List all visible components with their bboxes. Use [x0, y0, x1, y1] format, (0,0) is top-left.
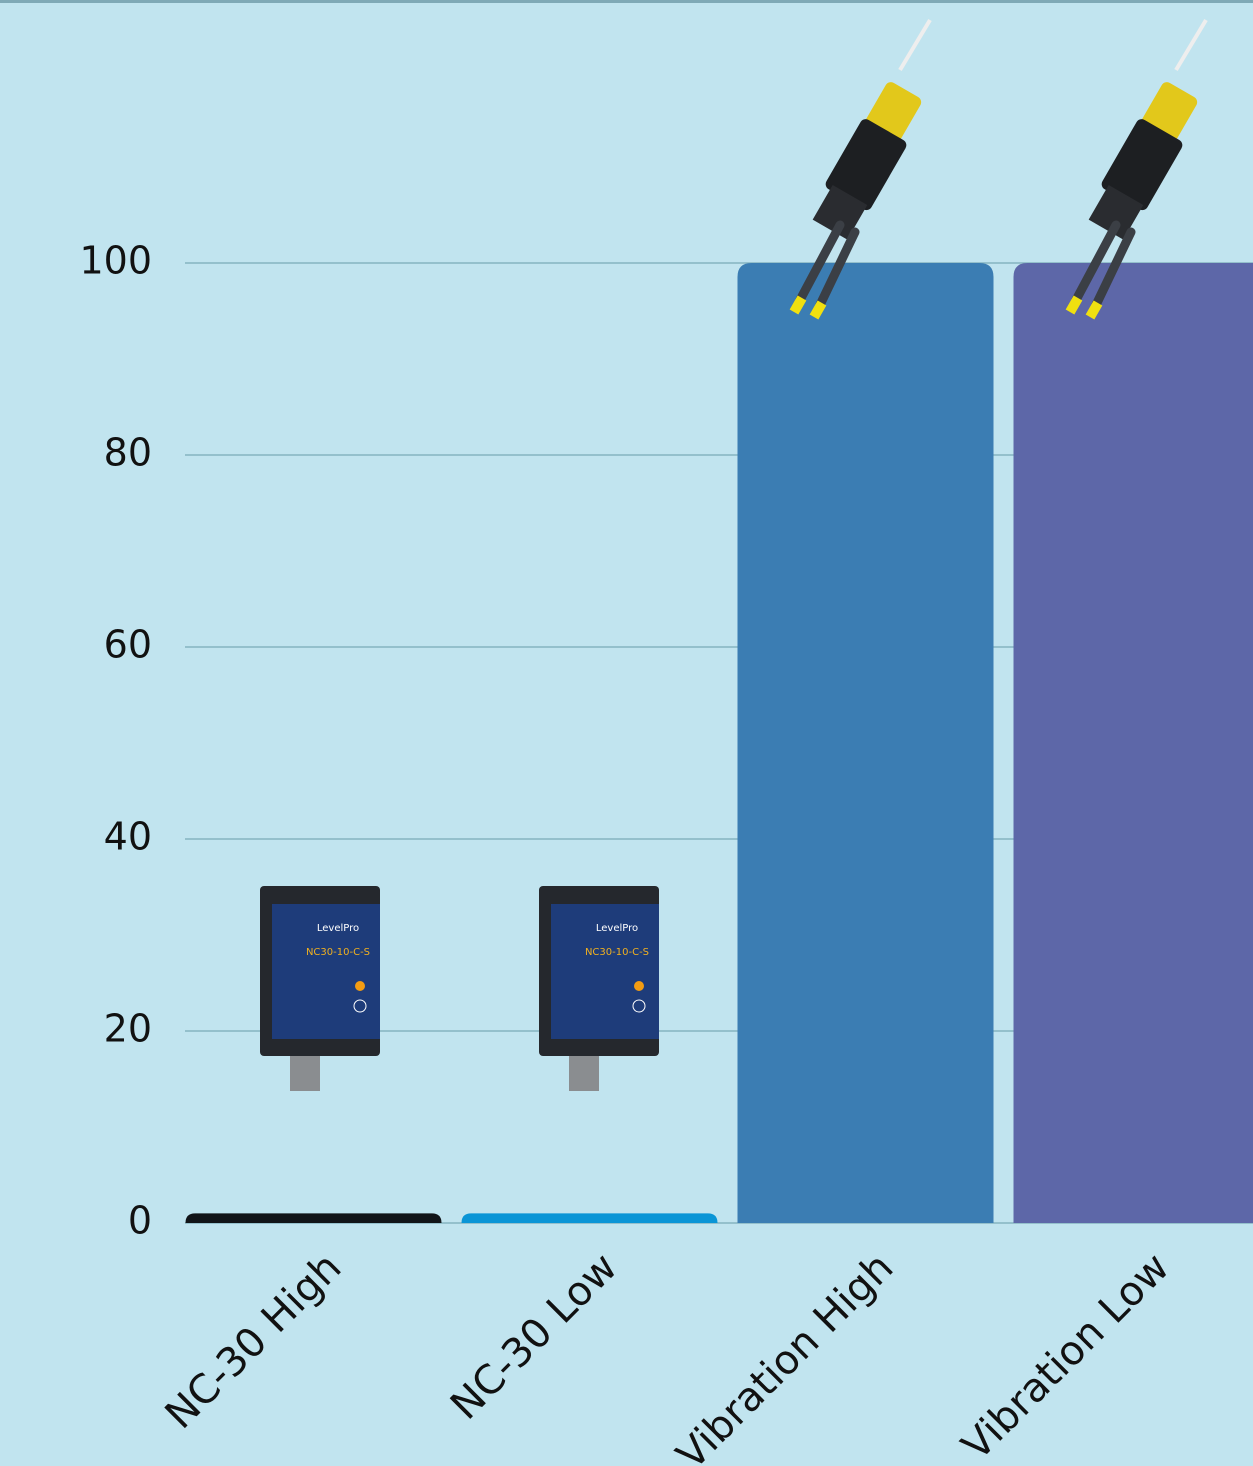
y-tick-label: 100 [79, 239, 152, 283]
y-tick-label: 20 [104, 1007, 152, 1051]
bar [185, 1213, 442, 1223]
y-tick-label: 80 [104, 431, 152, 475]
y-tick-label: 40 [104, 815, 152, 859]
bar [737, 263, 994, 1223]
bar [1013, 263, 1253, 1223]
y-tick-label: 0 [128, 1199, 152, 1243]
bar [461, 1213, 718, 1223]
y-tick-label: 60 [104, 623, 152, 667]
